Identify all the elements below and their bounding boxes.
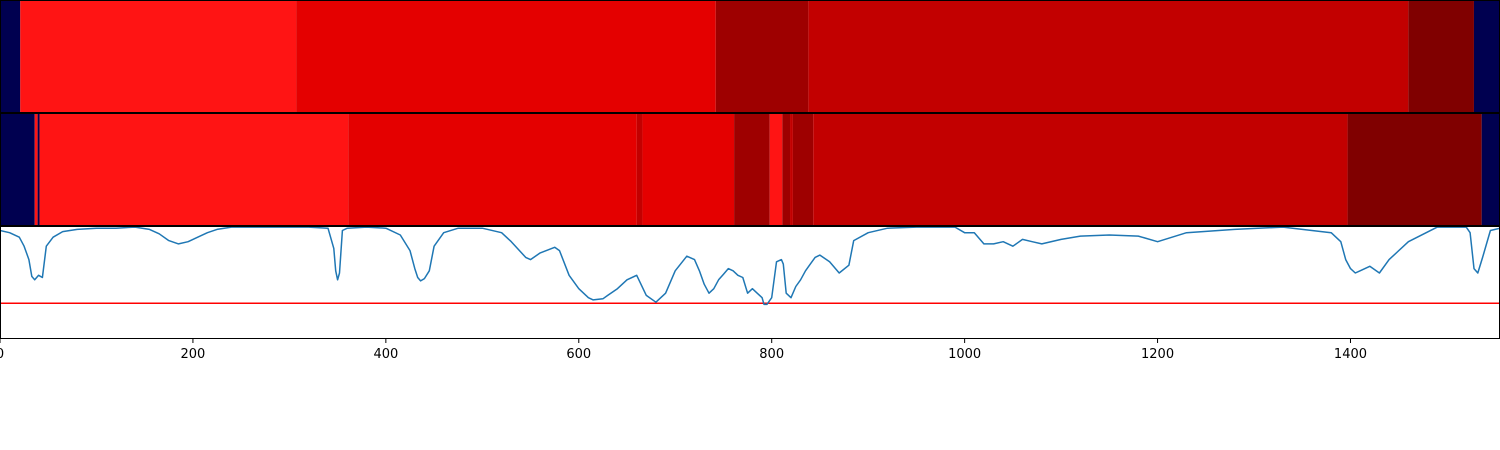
middle-track-segment-6 (642, 113, 735, 225)
top-track-segment-3 (715, 0, 809, 112)
x-tick-label-7: 1400 (1334, 347, 1367, 362)
middle-track-segment-0 (0, 113, 35, 225)
middle-track-segment-2 (37, 113, 40, 225)
x-tick-label-4: 800 (759, 347, 784, 362)
top-track-segment-0 (0, 0, 21, 112)
middle-track-segment-7 (734, 113, 770, 225)
x-tick-label-5: 1000 (948, 347, 981, 362)
middle-track-segment-10 (790, 113, 793, 225)
x-tick-label-1: 200 (181, 347, 206, 362)
x-axis: 0 200 400 600 800 1000 1200 1400 (0, 338, 1367, 362)
top-track-segment-2 (296, 0, 716, 112)
middle-track-segment-14 (1481, 113, 1500, 225)
x-tick-label-6: 1200 (1141, 347, 1174, 362)
middle-heatmap-track (0, 113, 1500, 225)
top-track-segment-1 (20, 0, 297, 112)
top-track-segment-6 (1473, 0, 1500, 112)
signal-plot-area (0, 226, 1500, 338)
x-tick-label-0: 0 (0, 347, 4, 362)
middle-track-segment-11 (792, 113, 814, 225)
top-track-segment-5 (1408, 0, 1474, 112)
middle-track-segment-8 (769, 113, 783, 225)
top-track-segment-4 (808, 0, 1409, 112)
signal-series-line (0, 226, 1500, 306)
middle-track-segment-1 (34, 113, 38, 225)
middle-track-segment-13 (1347, 113, 1482, 225)
middle-track-segment-12 (813, 113, 1348, 225)
middle-track-segment-9 (782, 113, 791, 225)
middle-track-segment-4 (348, 113, 637, 225)
signal-line-panel (0, 226, 1500, 338)
top-heatmap-track (0, 0, 1500, 112)
x-tick-label-2: 400 (373, 347, 398, 362)
middle-track-segment-5 (636, 113, 643, 225)
x-tick-label-3: 600 (566, 347, 591, 362)
middle-track-segment-3 (39, 113, 349, 225)
